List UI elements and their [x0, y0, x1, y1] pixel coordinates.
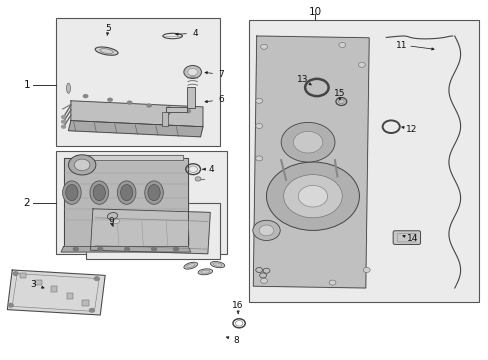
Circle shape [13, 272, 18, 275]
Text: 1: 1 [23, 80, 30, 90]
Polygon shape [76, 155, 183, 160]
Circle shape [358, 62, 365, 67]
Circle shape [255, 156, 262, 161]
Text: 5: 5 [105, 24, 111, 33]
Circle shape [255, 98, 262, 103]
Circle shape [94, 277, 99, 280]
Circle shape [255, 123, 262, 129]
Text: 10: 10 [308, 6, 321, 17]
Circle shape [195, 177, 201, 181]
Ellipse shape [66, 83, 70, 93]
Circle shape [259, 225, 273, 236]
Text: 6: 6 [218, 95, 224, 104]
Circle shape [61, 116, 65, 118]
Circle shape [338, 42, 345, 48]
Ellipse shape [198, 269, 212, 275]
Circle shape [260, 278, 267, 283]
Text: 9: 9 [108, 217, 114, 226]
Bar [66, 293, 73, 299]
Polygon shape [71, 101, 203, 127]
Text: 13: 13 [297, 76, 308, 85]
Circle shape [266, 162, 359, 230]
Circle shape [73, 247, 78, 251]
Circle shape [363, 267, 369, 273]
Text: 15: 15 [333, 89, 345, 98]
Circle shape [165, 106, 171, 111]
Ellipse shape [107, 212, 118, 220]
Circle shape [259, 273, 266, 278]
Circle shape [146, 103, 152, 108]
Polygon shape [253, 36, 368, 288]
Circle shape [185, 109, 191, 113]
Text: 7: 7 [218, 70, 224, 79]
Text: 4: 4 [192, 29, 198, 38]
Ellipse shape [121, 185, 133, 201]
Ellipse shape [210, 261, 224, 268]
Ellipse shape [95, 47, 118, 55]
Text: 4: 4 [208, 165, 214, 174]
FancyBboxPatch shape [56, 18, 220, 146]
Bar [82, 301, 88, 306]
FancyBboxPatch shape [392, 231, 420, 244]
Polygon shape [90, 209, 210, 254]
Text: 3: 3 [30, 280, 36, 289]
Bar [162, 112, 168, 126]
Circle shape [187, 68, 197, 76]
Circle shape [89, 309, 94, 312]
Ellipse shape [90, 181, 108, 204]
Ellipse shape [117, 181, 136, 204]
Ellipse shape [335, 98, 346, 105]
Circle shape [183, 66, 201, 78]
FancyBboxPatch shape [249, 20, 478, 302]
Ellipse shape [144, 181, 163, 204]
Circle shape [74, 159, 90, 171]
Bar [166, 107, 187, 112]
Ellipse shape [113, 219, 120, 224]
Bar [20, 273, 26, 278]
Circle shape [68, 155, 96, 175]
Ellipse shape [93, 185, 105, 201]
Polygon shape [68, 121, 203, 137]
Polygon shape [63, 158, 188, 248]
Circle shape [281, 122, 334, 162]
Text: 16: 16 [232, 302, 244, 310]
Circle shape [8, 303, 13, 307]
Polygon shape [61, 247, 190, 252]
Text: 8: 8 [233, 336, 239, 345]
Text: 12: 12 [405, 125, 417, 134]
Circle shape [151, 247, 156, 251]
FancyBboxPatch shape [85, 203, 220, 259]
Circle shape [82, 94, 88, 98]
Circle shape [98, 247, 102, 251]
Circle shape [173, 247, 178, 251]
Circle shape [255, 267, 262, 273]
Ellipse shape [65, 185, 78, 201]
Ellipse shape [147, 185, 160, 201]
Circle shape [61, 120, 65, 123]
Ellipse shape [183, 262, 197, 269]
Polygon shape [7, 270, 105, 315]
FancyBboxPatch shape [56, 151, 227, 254]
Bar [35, 279, 41, 285]
Text: 14: 14 [406, 234, 417, 243]
Circle shape [107, 98, 113, 102]
Circle shape [61, 125, 65, 128]
Circle shape [126, 100, 132, 105]
Ellipse shape [62, 181, 81, 204]
Circle shape [328, 280, 335, 285]
Circle shape [252, 220, 280, 240]
Text: 2: 2 [23, 198, 30, 208]
Circle shape [260, 44, 267, 49]
Circle shape [298, 185, 327, 207]
Circle shape [283, 175, 342, 218]
Bar [187, 87, 194, 108]
Bar [51, 287, 57, 292]
Circle shape [263, 268, 269, 273]
Circle shape [124, 247, 129, 251]
Text: 11: 11 [395, 41, 407, 50]
Circle shape [293, 131, 322, 153]
